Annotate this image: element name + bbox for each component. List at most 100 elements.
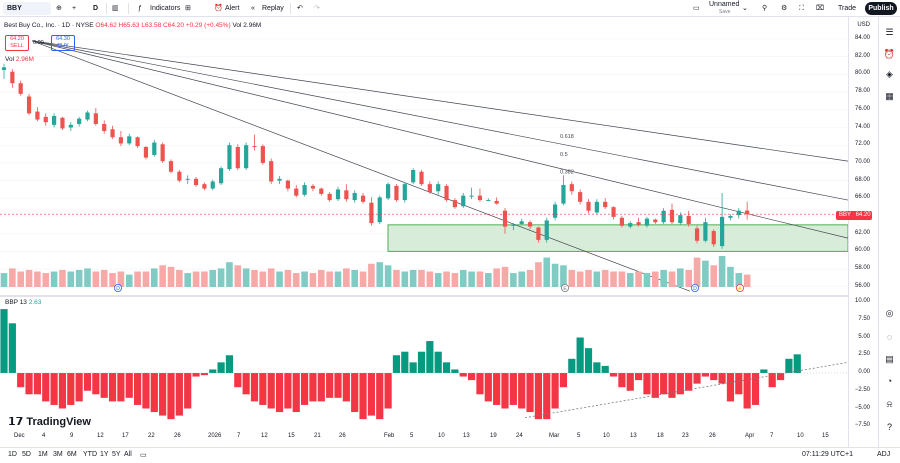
bbp-bar [576,337,584,373]
replay-icon[interactable]: « [251,5,255,12]
price-tick: 76.00 [854,105,870,112]
alert-button[interactable]: Alert [225,5,240,12]
quick-search-icon[interactable]: ⚲ [762,5,768,12]
candles-icon[interactable]: ▥ [112,5,119,12]
target-icon[interactable]: ◎ [885,308,894,318]
currency-label[interactable]: USD [857,22,870,28]
fullscreen-icon[interactable]: ⛶ [799,5,804,12]
candle [553,204,558,218]
bbp-bar [426,341,434,373]
calendar-icon[interactable]: ▦ [885,91,894,101]
redo-icon[interactable]: ↷ [314,5,320,12]
interval-button[interactable]: D [93,5,99,12]
candle [694,228,700,241]
volume-bar [510,273,517,287]
sell-button[interactable]: 64.20 SELL [5,35,29,51]
volume-bar [593,271,601,287]
candle [60,117,65,129]
notifications-icon[interactable]: ◔ [886,376,893,386]
help-icon[interactable]: ? [886,422,892,432]
range-button-1y[interactable]: 1Y [100,451,109,458]
bbp-bar [58,373,67,409]
replay-button[interactable]: Replay [262,5,284,12]
bell-icon[interactable]: ⍾ [886,399,893,409]
candle [578,192,583,202]
range-button-3m[interactable]: 3M [53,451,63,458]
alerts-icon[interactable]: ⏰ [883,49,896,59]
undo-icon[interactable]: ↶ [297,5,303,12]
candle [85,112,90,120]
alert-icon[interactable]: ⏰ [214,5,223,12]
range-button-1d[interactable]: 1D [8,451,17,458]
chat-icon[interactable]: ◌ [886,332,893,342]
range-button-all[interactable]: All [124,451,132,458]
clock-time[interactable]: 07:11:29 UTC+1 [802,451,854,458]
volume-bar [309,273,317,287]
event-marker-label: D [116,286,120,292]
indicators-button[interactable]: Indicators [150,5,181,12]
volume-bar [535,262,542,287]
settings-icon[interactable]: ⚙ [781,5,788,12]
range-button-5d[interactable]: 5D [22,451,31,458]
trendlines[interactable] [31,40,848,292]
symbol-search-input[interactable]: BBY [3,2,51,15]
compare-icon[interactable]: ⊕ [56,5,62,12]
bbp-bar [484,373,492,402]
range-button-1m[interactable]: 1M [38,451,48,458]
candle [43,116,48,123]
volume-bar [0,273,8,287]
volume-legend[interactable]: Vol 2.96M [5,56,34,63]
legend-high: H65.63 [118,22,140,29]
candle [285,180,290,189]
trade-button[interactable]: Trade [837,5,857,12]
range-button-5y[interactable]: 5Y [112,451,121,458]
bbp-bar [159,373,167,416]
volume-bar [702,260,709,287]
bbp-tick: 2.50 [858,351,870,358]
adj-button[interactable]: ADJ [877,451,891,458]
price-axis[interactable]: USD 84.00 82.00 80.00 78.00 76.00 74.00 72.00 7… [848,17,878,447]
event-markers: D E D ⚡ [114,283,745,292]
bbp-trendline[interactable] [524,361,848,419]
support-zone[interactable] [387,224,848,252]
volume-bar [743,274,751,287]
bbp-bar [292,373,300,413]
candle [227,145,232,170]
price-tick: 82.00 [854,52,870,59]
price-chart[interactable]: 0.618 0.5 0.382 D E D ⚡ [0,17,848,447]
bbp-bar [442,362,451,373]
bbp-bar [509,373,517,405]
bbp-bar [25,373,33,395]
buy-button[interactable]: 64.30 BUY [51,35,75,51]
templates-icon[interactable]: ⊞ [185,5,191,12]
bbp-legend[interactable]: BBP 13 2.63 [5,299,41,306]
snapshot-icon[interactable]: ⌧ [816,5,825,12]
publish-button[interactable]: Publish [865,2,897,15]
volume-bar [343,268,350,287]
layout-icon[interactable]: ▭ [693,5,700,12]
trendline [31,40,691,292]
add-symbol-icon[interactable]: + [72,5,77,12]
tradingview-logo[interactable]: 𝟭𝟳 TradingView [8,415,91,428]
chart-title[interactable]: Best Buy Co., Inc. · 1D · NYSE [4,22,94,29]
calendar-grid-icon[interactable]: ▤ [885,354,894,364]
watchlist-icon[interactable]: ☰ [885,27,894,37]
layout-name[interactable]: Unnamed [709,1,740,8]
bbp-bar [768,373,776,388]
volume-bar [685,269,692,287]
volume-bar [693,257,701,287]
candle [77,118,82,124]
bbp-bar [175,373,183,416]
calendar-range-icon[interactable]: ▭ [140,452,147,459]
indicators-icon[interactable]: ƒ [138,5,142,12]
fib-label: 0.618 [560,134,574,140]
candle [502,210,508,227]
time-label: 10 [603,433,610,439]
range-button-6m[interactable]: 6M [67,451,77,458]
price-tick: 66.00 [854,194,870,201]
range-button-ytd[interactable]: YTD [83,451,97,458]
bbp-bar [409,362,417,373]
layers-icon[interactable]: ◈ [886,69,893,79]
candle [277,178,282,181]
chevron-down-icon[interactable]: ⌄ [742,5,748,12]
